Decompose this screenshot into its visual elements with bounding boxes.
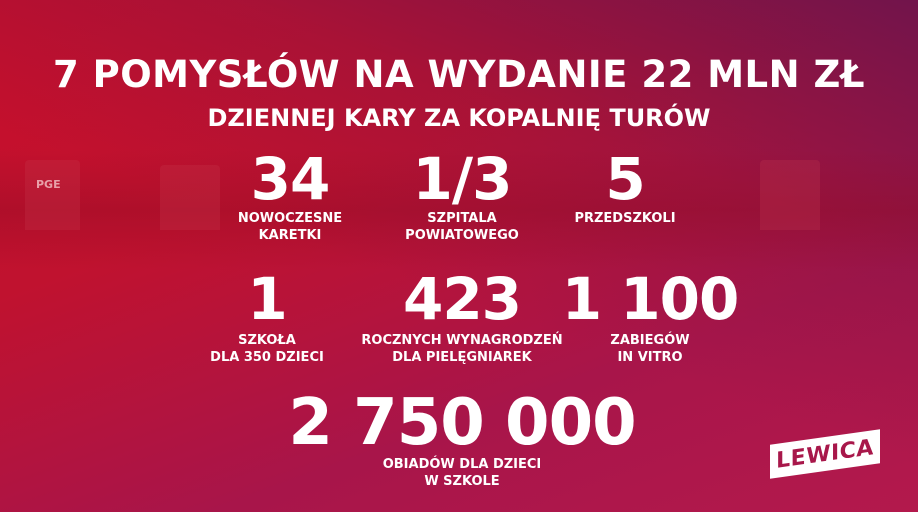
cooling-tower xyxy=(25,160,80,230)
stat-value: 5 xyxy=(605,145,645,213)
stat-label: NOWOCZESNE KARETKI xyxy=(237,211,343,243)
stat-value: 1 100 xyxy=(561,265,740,333)
stat-label: SZKOŁA DLA 350 DZIECI xyxy=(210,333,324,365)
cooling-tower xyxy=(760,160,820,230)
pge-tower-text: PGE xyxy=(36,178,61,191)
stat-value: 2 750 000 xyxy=(288,386,636,460)
stat-value: 1/3 xyxy=(412,145,513,213)
stat-label: PRZEDSZKOLI xyxy=(574,211,676,226)
stat-label: SZPITALA POWIATOWEGO xyxy=(405,211,519,243)
stat-label: ROCZNYCH WYNAGRODZEŃ DLA PIELĘGNIAREK xyxy=(361,333,563,365)
stat-value: 1 xyxy=(247,265,287,333)
subtitle: DZIENNEJ KARY ZA KOPALNIĘ TURÓW xyxy=(207,104,711,132)
stat-value: 34 xyxy=(250,145,331,213)
stat-value: 423 xyxy=(402,265,522,333)
title: 7 POMYSŁÓW NA WYDANIE 22 MLN ZŁ xyxy=(52,53,866,96)
cooling-tower xyxy=(160,165,220,230)
stat-label: ZABIEGÓW IN VITRO xyxy=(610,333,690,365)
stat-label: OBIADÓW DLA DZIECI W SZKOLE xyxy=(382,457,542,489)
power-plant-background xyxy=(0,150,918,270)
